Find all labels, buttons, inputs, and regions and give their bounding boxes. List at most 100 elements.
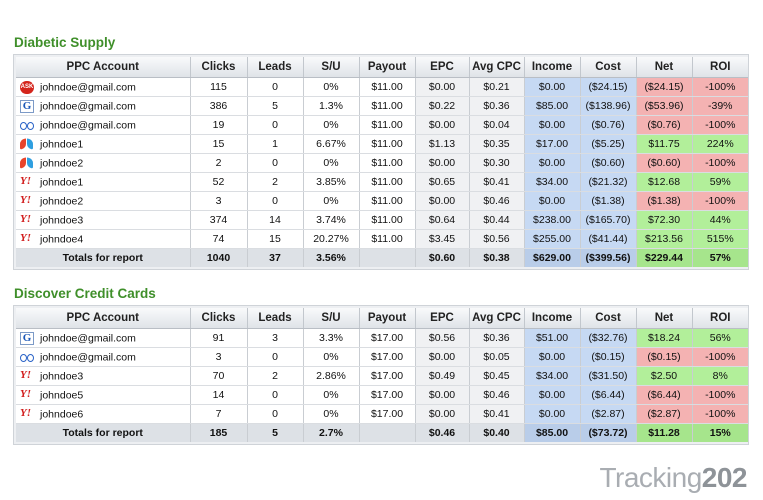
cell-leads: 0 (247, 404, 304, 424)
cell-payout: $17.00 (359, 385, 416, 405)
cell-su: 0% (303, 153, 360, 173)
cell-su: 0% (303, 404, 360, 424)
totals-row: Totals for report 185 5 2.7% $0.46 $0.40 $85.0… (16, 423, 748, 442)
total-net: $11.28 (636, 423, 693, 442)
account-name: johndoe@gmail.com (40, 351, 136, 363)
cell-su: 3.85% (303, 172, 360, 192)
report-rows: johndoe@gmail.com11500%$11.00$0.00$0.21$… (16, 77, 748, 267)
col-header-net[interactable]: Net (636, 57, 693, 78)
table-row: johndoe@gmail.com 9133.3%$17.00$0.56$0.36… (16, 328, 748, 348)
cell-su: 0% (303, 115, 360, 135)
col-header-leads[interactable]: Leads (247, 308, 304, 329)
col-header-roi[interactable]: ROI (692, 308, 748, 329)
cell-ppc-account: johndoe4 (16, 229, 191, 249)
cell-net: $11.75 (636, 134, 693, 154)
col-header-payout[interactable]: Payout (359, 308, 416, 329)
cell-leads: 14 (247, 210, 304, 230)
col-header-su[interactable]: S/U (303, 57, 360, 78)
account-name: johndoe3 (40, 370, 84, 382)
cell-epc: $0.00 (415, 191, 470, 211)
col-header-avg-cpc[interactable]: Avg CPC (469, 308, 525, 329)
cell-ppc-account: johndoe2 (16, 153, 191, 173)
cell-leads: 0 (247, 191, 304, 211)
cell-income: $0.00 (524, 77, 581, 97)
cell-roi: 515% (692, 229, 748, 249)
cell-leads: 5 (247, 96, 304, 116)
google-icon (20, 99, 34, 113)
cell-leads: 0 (247, 77, 304, 97)
cell-income: $85.00 (524, 96, 581, 116)
total-payout (359, 248, 416, 267)
cell-payout: $11.00 (359, 229, 416, 249)
cell-clicks: 2 (190, 153, 248, 173)
col-header-ppc-account[interactable]: PPC Account (16, 57, 191, 78)
cell-cost: ($21.32) (580, 172, 637, 192)
col-header-avg-cpc[interactable]: Avg CPC (469, 57, 525, 78)
cell-clicks: 15 (190, 134, 248, 154)
col-header-clicks[interactable]: Clicks (190, 308, 248, 329)
cell-su: 20.27% (303, 229, 360, 249)
google-icon (20, 331, 34, 345)
cell-ppc-account: johndoe@gmail.com (16, 328, 191, 348)
table-row: johndoe1 15 1 6.67% $11.00 $1.13 $0.35 $17.00 ($… (16, 134, 748, 154)
cell-roi: 8% (692, 366, 748, 386)
cell-avg-cpc: $0.56 (469, 229, 525, 249)
cell-net: ($0.76) (636, 115, 693, 135)
account-name: johndoe@gmail.com (40, 100, 136, 112)
table-row: johndoe1 5223.85%$11.00$0.65$0.41$34.00($… (16, 172, 748, 192)
col-header-income[interactable]: Income (524, 57, 581, 78)
col-header-su[interactable]: S/U (303, 308, 360, 329)
cell-avg-cpc: $0.05 (469, 347, 525, 367)
col-header-net[interactable]: Net (636, 308, 693, 329)
cell-income: $0.00 (524, 404, 581, 424)
cell-net: ($6.44) (636, 385, 693, 405)
section-title: Diabetic Supply (14, 35, 116, 50)
cell-ppc-account: johndoe@gmail.com (16, 77, 191, 97)
cell-net: ($0.60) (636, 153, 693, 173)
col-header-payout[interactable]: Payout (359, 57, 416, 78)
cell-epc: $0.65 (415, 172, 470, 192)
total-income: $629.00 (524, 248, 581, 267)
col-header-clicks[interactable]: Clicks (190, 57, 248, 78)
butterfly-icon (20, 157, 34, 170)
table-row: johndoe@gmail.com 38651.3%$11.00$0.22$0.3… (16, 96, 748, 116)
col-header-ppc-account[interactable]: PPC Account (16, 308, 191, 329)
cell-payout: $17.00 (359, 404, 416, 424)
col-header-leads[interactable]: Leads (247, 57, 304, 78)
col-header-cost[interactable]: Cost (580, 308, 637, 329)
cell-income: $17.00 (524, 134, 581, 154)
cell-net: ($2.87) (636, 404, 693, 424)
cell-leads: 2 (247, 366, 304, 386)
account-name: johndoe4 (40, 233, 84, 245)
cell-clicks: 374 (190, 210, 248, 230)
cell-net: ($1.38) (636, 191, 693, 211)
cell-leads: 2 (247, 172, 304, 192)
total-su: 2.7% (303, 423, 360, 442)
table-row: johndoe@gmail.com11500%$11.00$0.00$0.21$… (16, 77, 748, 97)
cell-payout: $11.00 (359, 191, 416, 211)
cell-cost: ($31.50) (580, 366, 637, 386)
cell-cost: ($5.25) (580, 134, 637, 154)
cell-epc: $0.49 (415, 366, 470, 386)
cell-ppc-account: johndoe6 (16, 404, 191, 424)
cell-net: ($0.15) (636, 347, 693, 367)
account-name: johndoe1 (40, 138, 84, 150)
col-header-roi[interactable]: ROI (692, 57, 748, 78)
cell-su: 0% (303, 191, 360, 211)
total-avg-cpc: $0.40 (469, 423, 525, 442)
ask-icon (20, 80, 34, 94)
col-header-income[interactable]: Income (524, 308, 581, 329)
yahoo-icon (20, 213, 34, 227)
col-header-cost[interactable]: Cost (580, 57, 637, 78)
totals-row: Totals for report 1040 37 3.56% $0.60 $0.38 $6… (16, 248, 748, 267)
cell-income: $0.00 (524, 385, 581, 405)
cell-cost: ($24.15) (580, 77, 637, 97)
cell-epc: $0.22 (415, 96, 470, 116)
cell-roi: 224% (692, 134, 748, 154)
col-header-epc[interactable]: EPC (415, 57, 470, 78)
yahoo-icon (20, 175, 34, 189)
cell-leads: 0 (247, 115, 304, 135)
account-name: johndoe1 (40, 176, 84, 188)
col-header-epc[interactable]: EPC (415, 308, 470, 329)
cell-clicks: 74 (190, 229, 248, 249)
